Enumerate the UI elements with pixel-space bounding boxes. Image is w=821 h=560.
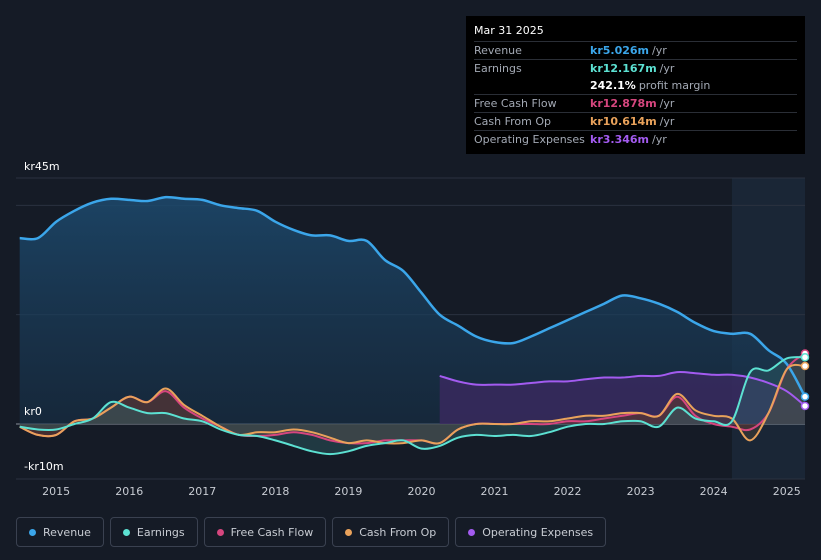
x-tick-label: 2017 xyxy=(188,485,216,498)
y-tick-zero: kr0 xyxy=(24,405,42,418)
legend-label: Revenue xyxy=(43,525,91,539)
tooltip-row-opex: Operating Expenses kr3.346m /yr xyxy=(474,130,797,148)
x-tick-label: 2023 xyxy=(627,485,655,498)
legend-item-free-cash-flow[interactable]: Free Cash Flow xyxy=(203,517,327,547)
x-tick-label: 2016 xyxy=(115,485,143,498)
legend-label: Free Cash Flow xyxy=(230,525,314,539)
legend-dot-icon xyxy=(468,528,476,536)
end-marker-cash-from-op xyxy=(800,361,810,371)
tooltip-unit: /yr xyxy=(652,44,667,57)
tooltip-value: kr12.878m xyxy=(590,97,657,110)
area-operating-expenses xyxy=(439,371,805,424)
tooltip: Mar 31 2025 Revenue kr5.026m /yr Earning… xyxy=(466,16,805,154)
tooltip-value: 242.1% xyxy=(590,79,636,92)
tooltip-unit: /yr xyxy=(652,133,667,146)
legend-dot-icon xyxy=(345,528,353,536)
area-earnings xyxy=(19,357,805,455)
tooltip-date: Mar 31 2025 xyxy=(474,24,544,37)
x-tick-label: 2015 xyxy=(42,485,70,498)
end-marker-operating-expenses xyxy=(800,401,810,411)
tooltip-value: kr5.026m xyxy=(590,44,649,57)
x-tick-label: 2025 xyxy=(773,485,801,498)
legend: Revenue Earnings Free Cash Flow Cash Fro… xyxy=(16,517,607,547)
tooltip-label: Operating Expenses xyxy=(474,133,585,146)
tooltip-row-fcf: Free Cash Flow kr12.878m /yr xyxy=(474,94,797,112)
x-tick-label: 2018 xyxy=(261,485,289,498)
legend-dot-icon xyxy=(122,528,130,536)
line-revenue xyxy=(19,195,807,398)
x-tick-label: 2024 xyxy=(700,485,728,498)
line-cash-from-op xyxy=(19,363,806,445)
area-free-cash-flow xyxy=(19,353,805,444)
end-marker-revenue xyxy=(800,392,810,401)
legend-label: Cash From Op xyxy=(359,525,437,539)
tooltip-label: Free Cash Flow xyxy=(474,97,557,110)
legend-item-earnings[interactable]: Earnings xyxy=(109,517,198,547)
tooltip-unit: /yr xyxy=(659,97,675,110)
tooltip-unit: /yr xyxy=(659,62,675,75)
x-tick-label: 2019 xyxy=(334,485,362,498)
tooltip-row-revenue: Revenue kr5.026m /yr xyxy=(474,41,797,59)
y-tick-top: kr45m xyxy=(24,160,60,173)
legend-dot-icon xyxy=(216,528,224,536)
legend-item-operating-expenses[interactable]: Operating Expenses xyxy=(455,517,607,547)
tooltip-unit: /yr xyxy=(659,115,675,128)
legend-dot-icon xyxy=(29,528,36,536)
tooltip-value: kr10.614m xyxy=(590,115,657,128)
tooltip-row-margin: 242.1% profit margin xyxy=(474,77,797,94)
x-tick-label: 2021 xyxy=(481,485,509,498)
x-tick-label: 2020 xyxy=(407,485,435,498)
tooltip-row-cfo: Cash From Op kr10.614m /yr xyxy=(474,112,797,130)
tooltip-value: kr12.167m xyxy=(590,62,657,75)
tooltip-row-earnings: Earnings kr12.167m /yr xyxy=(474,59,797,77)
x-tick-label: 2022 xyxy=(554,485,582,498)
line-operating-expenses xyxy=(439,370,806,407)
tooltip-unit: profit margin xyxy=(638,79,711,92)
tooltip-label: Earnings xyxy=(474,62,522,75)
tooltip-label: Cash From Op xyxy=(474,115,552,128)
legend-label: Earnings xyxy=(136,525,185,539)
legend-label: Operating Expenses xyxy=(482,525,594,539)
y-tick-bottom: -kr10m xyxy=(24,460,64,473)
area-revenue xyxy=(19,197,805,424)
tooltip-label: Revenue xyxy=(474,44,522,57)
legend-item-revenue[interactable]: Revenue xyxy=(16,517,104,547)
end-marker-earnings xyxy=(800,353,810,362)
line-earnings xyxy=(19,356,806,456)
tooltip-value: kr3.346m xyxy=(590,133,649,146)
legend-item-cash-from-op[interactable]: Cash From Op xyxy=(332,517,450,547)
